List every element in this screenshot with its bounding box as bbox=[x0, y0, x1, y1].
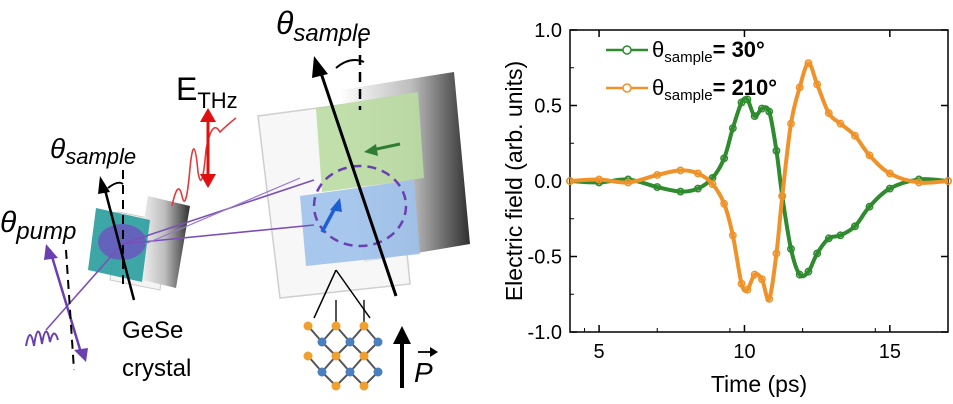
data-point bbox=[676, 187, 685, 196]
data-point bbox=[778, 192, 787, 201]
polarization-symbol: P bbox=[414, 357, 433, 388]
legend-label: θsample= 30° bbox=[652, 37, 765, 66]
data-point bbox=[653, 171, 662, 179]
e-thz-label: ETHz bbox=[176, 71, 238, 113]
data-point bbox=[795, 270, 804, 279]
series-line bbox=[569, 96, 949, 279]
data-point bbox=[804, 267, 813, 276]
legend-label: θsample= 210° bbox=[652, 75, 777, 104]
pump-pulse-icon bbox=[25, 330, 59, 347]
data-point bbox=[708, 180, 717, 188]
theta-sample-top-label: θsample bbox=[276, 5, 371, 47]
data-point bbox=[813, 80, 822, 89]
series-layer bbox=[566, 59, 952, 303]
y-tick-label: 1.0 bbox=[534, 20, 562, 42]
crystal-label-line1: GeSe bbox=[122, 317, 183, 344]
x-tick-label: 5 bbox=[594, 341, 605, 363]
x-axis-ticks: 5 10 15 bbox=[584, 30, 901, 363]
data-point bbox=[737, 98, 746, 107]
data-point bbox=[720, 199, 729, 208]
series-2 bbox=[566, 59, 952, 303]
data-point bbox=[787, 119, 795, 128]
x-tick-label: 10 bbox=[733, 341, 755, 363]
data-point bbox=[737, 279, 746, 288]
data-point bbox=[804, 59, 813, 68]
data-point bbox=[743, 95, 752, 104]
data-point bbox=[787, 245, 795, 253]
data-point bbox=[757, 104, 766, 113]
data-point bbox=[765, 294, 774, 303]
data-point bbox=[728, 231, 737, 240]
series-line bbox=[569, 61, 949, 302]
data-point bbox=[944, 177, 952, 185]
y-tick-label: 0.0 bbox=[534, 171, 562, 193]
large-crystal bbox=[257, 72, 470, 299]
data-point bbox=[795, 83, 804, 92]
data-point bbox=[765, 107, 774, 116]
data-point bbox=[693, 169, 702, 178]
pump-beams bbox=[45, 177, 315, 331]
data-point bbox=[624, 178, 633, 187]
chart: -1.0 -0.5 0.0 0.5 1.0 5 10 15 Electric field (… bbox=[501, 20, 952, 397]
thz-pulse-icon bbox=[171, 117, 237, 207]
legend-marker bbox=[622, 83, 632, 93]
legend: θsample= 30° θsample= 210° bbox=[606, 37, 777, 104]
data-point bbox=[836, 231, 845, 240]
data-point bbox=[772, 249, 781, 258]
theta-pump-label: θpump bbox=[0, 206, 76, 245]
data-point bbox=[720, 154, 729, 163]
data-point bbox=[728, 124, 737, 133]
x-axis-label: Time (ps) bbox=[711, 371, 807, 397]
legend-marker bbox=[622, 45, 632, 55]
legend-entry-1: θsample= 30° bbox=[606, 37, 765, 66]
data-point bbox=[824, 234, 833, 243]
data-point bbox=[851, 131, 859, 140]
data-point bbox=[595, 175, 604, 184]
data-point bbox=[865, 202, 874, 211]
theta-sample-left-label: θsample bbox=[50, 133, 136, 169]
data-point bbox=[693, 184, 702, 193]
data-point bbox=[750, 270, 759, 279]
data-point bbox=[653, 183, 662, 191]
data-point bbox=[750, 112, 759, 121]
data-point bbox=[836, 119, 845, 128]
large-sample-axis-arrow bbox=[318, 69, 398, 297]
data-point bbox=[885, 169, 894, 178]
y-tick-label: -0.5 bbox=[528, 247, 562, 269]
lattice-structure bbox=[303, 269, 383, 391]
data-point bbox=[676, 166, 685, 175]
y-axis-label: Electric field (arb. units) bbox=[501, 61, 527, 301]
data-point bbox=[865, 151, 874, 160]
data-point bbox=[813, 249, 822, 258]
data-point bbox=[851, 222, 859, 231]
crystal-label-line2: crystal bbox=[122, 355, 191, 382]
small-sample-axis-arrow bbox=[102, 185, 136, 301]
pump-reference-line bbox=[65, 249, 75, 371]
y-tick-label: 0.5 bbox=[534, 96, 562, 118]
legend-entry-2: θsample= 210° bbox=[606, 75, 777, 104]
data-point bbox=[885, 184, 894, 193]
data-point bbox=[566, 177, 574, 185]
data-point bbox=[772, 146, 781, 155]
schematic: P θsample θsample θpump ETHz GeSe crysta… bbox=[0, 5, 470, 391]
y-tick-label: -1.0 bbox=[528, 322, 562, 344]
pump-polarization-arrow bbox=[48, 249, 84, 357]
x-tick-label: 15 bbox=[879, 341, 901, 363]
data-point bbox=[824, 109, 833, 118]
data-point bbox=[757, 275, 766, 284]
y-axis-ticks: -1.0 -0.5 0.0 0.5 1.0 bbox=[528, 20, 948, 344]
series-1 bbox=[566, 95, 952, 279]
data-point bbox=[743, 285, 752, 294]
data-point bbox=[914, 178, 923, 187]
